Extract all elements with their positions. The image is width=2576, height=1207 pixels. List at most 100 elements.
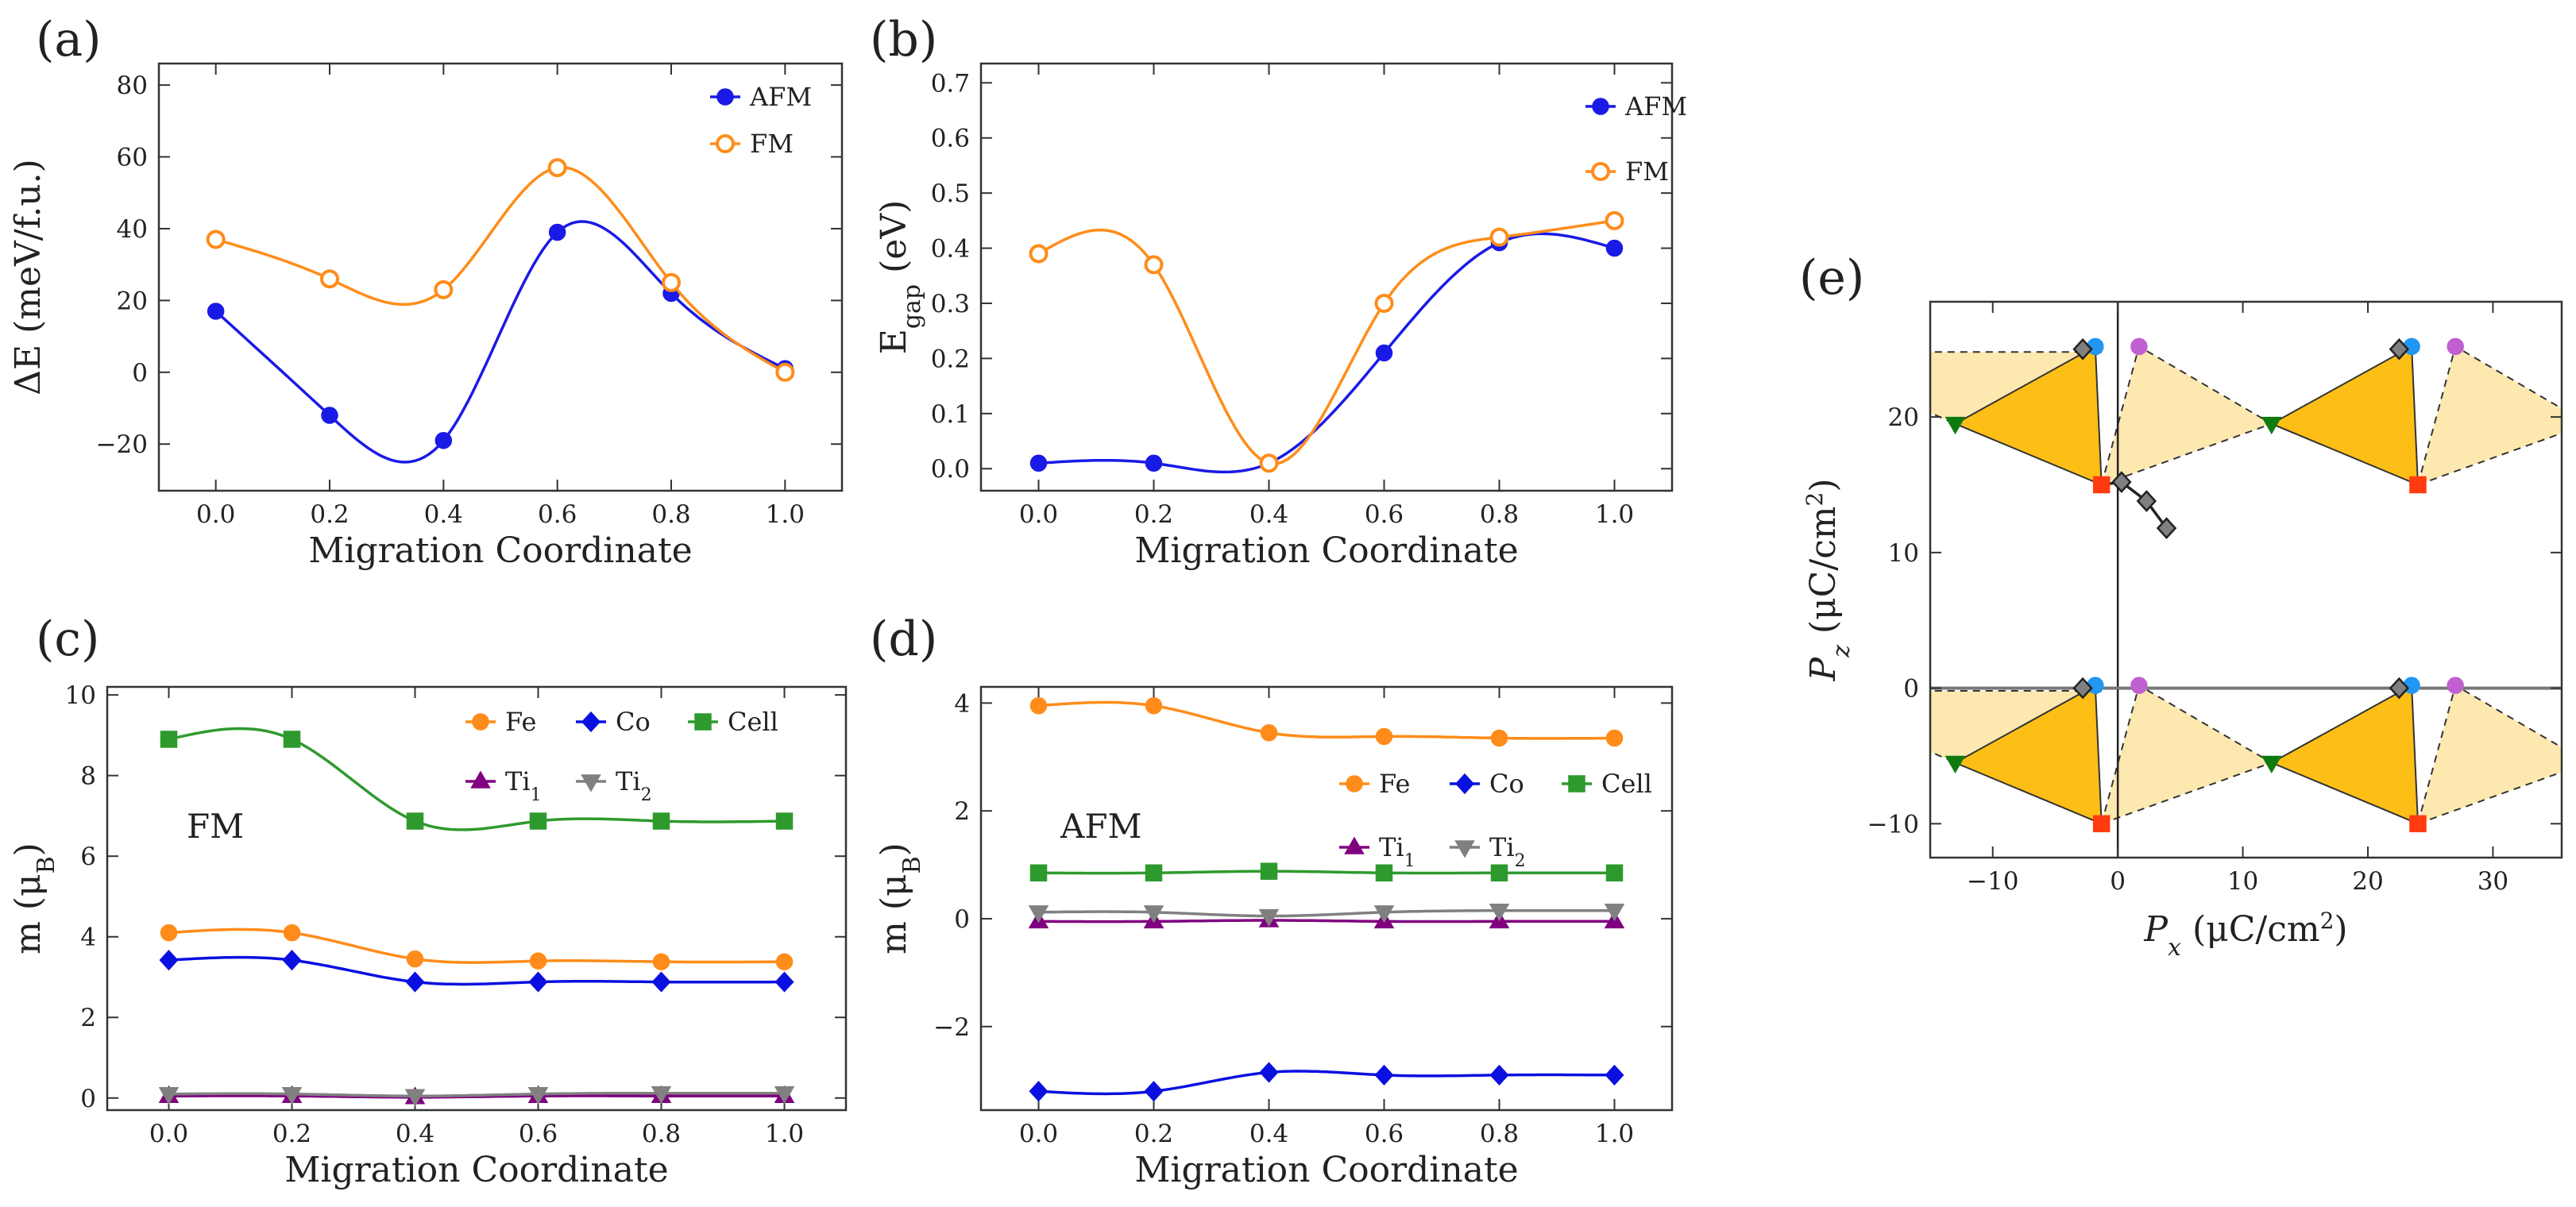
y-tick-label: 8 [80, 762, 96, 791]
y-tick-label: 0 [132, 359, 148, 388]
data-point-ti2 [1373, 905, 1395, 924]
panel-label: (c) [36, 611, 99, 667]
data-point-afm [1605, 239, 1624, 257]
x-axis-label: Migration Coordinate [284, 1150, 668, 1190]
x-tick-label: 1.0 [766, 500, 805, 529]
y-tick-label: 20 [117, 287, 148, 315]
y-tick-label: 0.3 [931, 290, 970, 318]
data-point-cell [406, 812, 424, 830]
legend-marker-fm [716, 134, 735, 153]
x-tick-label: 0.4 [1249, 500, 1288, 529]
marker-purple [2130, 337, 2148, 356]
marker-red [2092, 815, 2111, 833]
data-point-afm [321, 407, 338, 424]
legend-label-cell: Cell [1601, 769, 1652, 799]
mode-annotation: AFM [1060, 807, 1141, 846]
y-axis-label-rest: (μC/cm [1803, 506, 1844, 645]
polyhedron-dark [2269, 684, 2420, 825]
legend-label-main: Ti [1489, 832, 1515, 862]
data-point-fm [1605, 210, 1624, 230]
legend-label-sub: 2 [641, 785, 652, 805]
data-point-ti2 [1258, 908, 1280, 927]
x-tick-label: 0.0 [196, 500, 235, 529]
x-tick-label: 30 [2478, 867, 2508, 896]
x-tick-label: 20 [2352, 867, 2383, 896]
data-point-cell [652, 812, 670, 830]
y-tick-label: 0 [954, 905, 970, 934]
data-point-afm [1375, 344, 1393, 362]
x-tick-label: −10 [1967, 867, 2018, 896]
series-line-fm [1037, 219, 1615, 465]
x-tick-label: 0.8 [1480, 1120, 1519, 1148]
data-point-co [282, 950, 302, 971]
panel-label: (a) [36, 12, 102, 67]
y-tick-label: 0.6 [931, 125, 970, 153]
data-point-fe [1375, 727, 1393, 746]
plot-area [1930, 302, 2562, 858]
y-tick-label: 2 [954, 797, 970, 826]
y-axis-label-main: P [1803, 657, 1844, 682]
polyhedron-light [2416, 345, 2562, 487]
y-tick-label: 0.5 [931, 179, 970, 208]
panel-d: 0.0 0.2 0.4 0.6 0.8 1.0 −2 0 2 4 (d) Migration Coor… [870, 611, 1674, 1190]
legend-label-fm: FM [1625, 156, 1669, 187]
data-point-afm [207, 303, 225, 320]
data-point-afm [434, 431, 453, 449]
marker-gray [2072, 677, 2093, 700]
legend-label-ti1: Ti1 [1379, 832, 1415, 871]
x-axis-label: Migration Coordinate [308, 530, 692, 571]
polyhedron-dark [1953, 345, 2103, 487]
data-point-cell [283, 731, 301, 748]
marker-red [2409, 476, 2427, 494]
data-point-ti2 [651, 1086, 672, 1105]
legend-label-main: Ti [616, 766, 641, 796]
legend-label-ti2: Ti2 [616, 766, 652, 805]
y-tick-label: 0.4 [931, 235, 970, 264]
polyhedron-light [2100, 345, 2274, 487]
data-point-fe [529, 952, 547, 970]
data-point-co [528, 971, 548, 993]
legend-marker-ti2 [1454, 840, 1475, 858]
marker-green [1945, 755, 1966, 773]
y-axis-label: ΔE (meV/f.u.) [8, 159, 48, 395]
data-point-ti2 [158, 1086, 180, 1105]
polyhedron-dark [2269, 345, 2420, 487]
y-tick-label: 0 [80, 1085, 96, 1113]
data-point-cell [1605, 864, 1624, 881]
data-point-fm [1489, 227, 1509, 247]
series-line-fe [168, 927, 785, 964]
polyhedron-light [2100, 684, 2274, 825]
data-point-fm [1374, 293, 1394, 313]
data-point-ti2 [774, 1086, 795, 1105]
marker-red [2092, 476, 2111, 494]
legend-marker-cell [1568, 775, 1585, 792]
data-point-fe [160, 924, 178, 942]
data-point-cell [529, 812, 547, 830]
marker-purple [2447, 677, 2464, 694]
x-tick-label: 0.6 [1365, 500, 1404, 529]
data-point-co [159, 950, 179, 971]
legend-marker-cell [694, 713, 712, 731]
plot-frame [106, 685, 848, 1112]
x-tick-label: 0.0 [149, 1120, 188, 1148]
x-tick-label: 1.0 [1595, 1120, 1634, 1148]
legend-label-fe: Fe [505, 707, 536, 737]
y-tick-label: 0.7 [931, 69, 970, 98]
data-point-cell [1260, 862, 1278, 880]
series-line-cell [1038, 870, 1615, 875]
y-tick-label: −2 [933, 1013, 970, 1042]
data-point-ti2 [281, 1086, 303, 1105]
data-point-co [1374, 1064, 1394, 1086]
polyhedron-dark [1953, 684, 2103, 825]
data-point-fe [652, 953, 670, 970]
series-line-ti2 [1038, 908, 1615, 918]
y-tick-label: 4 [954, 689, 970, 718]
x-tick-label: 1.0 [765, 1120, 804, 1148]
panel-a: 0.0 0.2 0.4 0.6 0.8 1.0 −20 0 20 40 60 80 (a) Migrati… [8, 12, 844, 571]
legend-label-co: Co [616, 707, 651, 737]
data-point-co [405, 971, 425, 993]
data-point-cell [1145, 864, 1163, 881]
x-tick-label: 0.4 [396, 1120, 434, 1148]
migration-path [2101, 480, 2168, 530]
y-axis-label-rest: (eV) [874, 200, 914, 284]
